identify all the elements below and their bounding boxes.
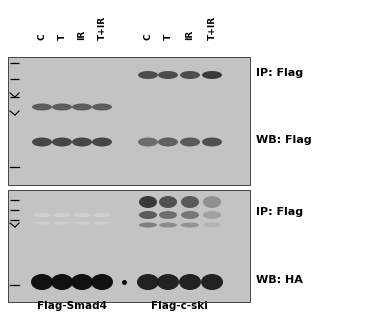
Ellipse shape [31, 274, 53, 290]
Ellipse shape [32, 138, 52, 146]
Ellipse shape [52, 138, 72, 146]
Ellipse shape [181, 222, 199, 227]
Text: T+IR: T+IR [207, 16, 217, 40]
Ellipse shape [53, 221, 71, 225]
Ellipse shape [139, 222, 157, 227]
Ellipse shape [179, 274, 201, 290]
Ellipse shape [91, 274, 113, 290]
Ellipse shape [51, 274, 73, 290]
Ellipse shape [202, 138, 222, 146]
Ellipse shape [73, 221, 91, 225]
Ellipse shape [201, 274, 223, 290]
Ellipse shape [32, 104, 52, 111]
Text: C: C [37, 33, 47, 40]
Ellipse shape [138, 71, 158, 79]
Ellipse shape [203, 196, 221, 208]
Ellipse shape [180, 71, 200, 79]
Ellipse shape [159, 196, 177, 208]
Ellipse shape [33, 221, 51, 225]
Ellipse shape [180, 138, 200, 146]
Ellipse shape [158, 138, 178, 146]
Ellipse shape [33, 213, 51, 217]
Bar [8, 190, 250, 302]
Ellipse shape [92, 138, 112, 146]
Ellipse shape [139, 196, 157, 208]
Ellipse shape [53, 213, 71, 217]
Ellipse shape [139, 211, 157, 219]
Text: IP: Flag: IP: Flag [256, 68, 303, 78]
Text: WB: HA: WB: HA [256, 275, 303, 285]
Ellipse shape [159, 222, 177, 227]
Ellipse shape [203, 222, 221, 227]
Ellipse shape [157, 274, 179, 290]
Ellipse shape [137, 274, 159, 290]
Ellipse shape [72, 138, 92, 146]
Ellipse shape [73, 213, 91, 217]
Text: Flag-Smad4: Flag-Smad4 [37, 301, 107, 311]
Ellipse shape [93, 221, 111, 225]
Text: IP: Flag: IP: Flag [256, 207, 303, 217]
Ellipse shape [158, 71, 178, 79]
Ellipse shape [72, 104, 92, 111]
Ellipse shape [181, 211, 199, 219]
Ellipse shape [52, 104, 72, 111]
Ellipse shape [138, 138, 158, 146]
Text: T: T [58, 34, 67, 40]
Text: WB: Flag: WB: Flag [256, 135, 312, 145]
Ellipse shape [202, 71, 222, 79]
Ellipse shape [181, 196, 199, 208]
Ellipse shape [93, 213, 111, 217]
Ellipse shape [71, 274, 93, 290]
Ellipse shape [203, 211, 221, 219]
Bar [8, 57, 250, 185]
Text: IR: IR [77, 30, 86, 40]
Text: C: C [144, 33, 152, 40]
Ellipse shape [159, 211, 177, 219]
Text: T+IR: T+IR [98, 16, 107, 40]
Ellipse shape [92, 104, 112, 111]
Text: T: T [163, 34, 172, 40]
Text: Flag-c-ski: Flag-c-ski [151, 301, 208, 311]
Text: IR: IR [186, 30, 194, 40]
